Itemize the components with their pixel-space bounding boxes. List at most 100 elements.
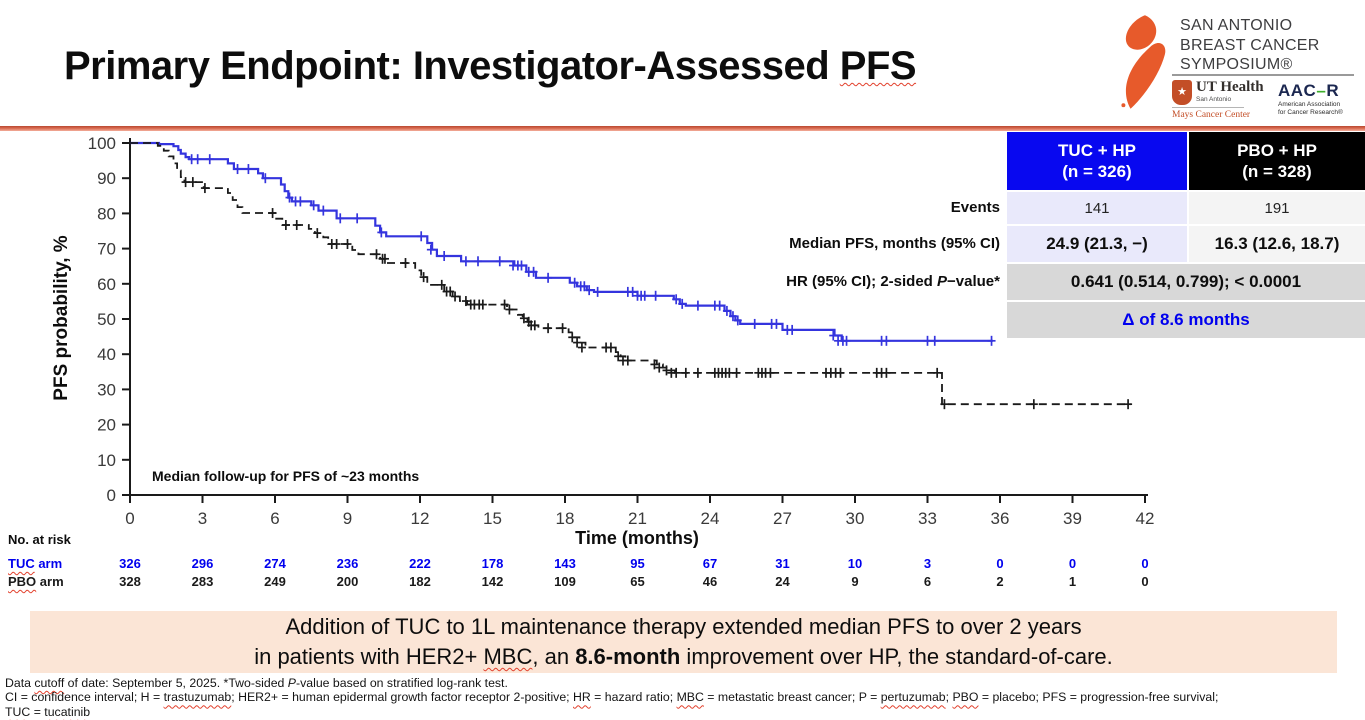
events-tuc-value: 141: [1007, 192, 1187, 224]
risk-value: 24: [775, 574, 790, 589]
ut-shield-icon: ★: [1172, 80, 1192, 105]
delta-months-value: Δ of 8.6 months: [1007, 302, 1365, 338]
median-followup-annotation: Median follow-up for PFS of ~23 months: [152, 468, 420, 484]
footnotes: Data cutoff of date: September 5, 2025. …: [5, 676, 1360, 719]
conclusion-line2: in patients with HER2+ MBC, an 8.6-month…: [254, 644, 1113, 669]
svg-text:24: 24: [701, 509, 720, 528]
svg-text:39: 39: [1063, 509, 1082, 528]
svg-text:36: 36: [991, 509, 1010, 528]
hr-row-label: HR (95% CI); 2-sided P−value*: [786, 273, 1000, 290]
svg-text:10: 10: [97, 451, 116, 470]
risk-value: 10: [847, 556, 863, 571]
events-pbo-value: 191: [1189, 192, 1365, 224]
risk-value: 3: [923, 556, 932, 571]
pbo-column-header: PBO + HP (n = 328): [1189, 132, 1365, 190]
symposium-line1: SAN ANTONIO: [1180, 17, 1293, 34]
hr-value: 0.641 (0.514, 0.799); < 0.0001: [1007, 264, 1365, 300]
risk-value: 249: [264, 574, 286, 589]
risk-arm-label: PBO arm: [8, 574, 64, 589]
svg-text:33: 33: [918, 509, 937, 528]
svg-text:90: 90: [97, 169, 116, 188]
risk-value: 31: [775, 556, 790, 571]
x-axis-title: Time (months): [575, 528, 699, 548]
logo-divider: [1172, 74, 1354, 76]
footnote-line2: CI = confidence interval; H = trastuzuma…: [5, 690, 1219, 705]
risk-value: 67: [702, 556, 718, 571]
risk-value: 0: [1141, 574, 1149, 589]
svg-text:60: 60: [97, 275, 116, 294]
median-tuc-value: 24.9 (21.3, −): [1007, 226, 1187, 262]
risk-table-title: No. at risk: [8, 532, 71, 547]
risk-value: 6: [923, 574, 932, 589]
svg-text:30: 30: [97, 380, 116, 399]
svg-text:6: 6: [270, 509, 279, 528]
symposium-line2: BREAST CANCER: [1180, 36, 1320, 54]
svg-text:18: 18: [556, 509, 575, 528]
svg-text:80: 80: [97, 204, 116, 223]
risk-value: 274: [264, 556, 286, 571]
risk-value: 95: [630, 556, 645, 571]
risk-value: 0: [1141, 556, 1149, 571]
ut-health-city: San Antonio: [1196, 96, 1232, 103]
conclusion-line1: Addition of TUC to 1L maintenance therap…: [285, 614, 1082, 639]
risk-value: 9: [851, 574, 859, 589]
svg-text:15: 15: [483, 509, 502, 528]
risk-value: 2: [996, 574, 1004, 589]
risk-value: 1: [1068, 574, 1077, 589]
risk-value: 143: [554, 556, 576, 571]
aacr-green-dash: –: [1316, 81, 1327, 100]
risk-value: 296: [191, 556, 214, 571]
symposium-name: SAN ANTONIO BREAST CANCER SYMPOSIUM®: [1180, 16, 1320, 75]
tuc-column-header: TUC + HP (n = 326): [1007, 132, 1187, 190]
svg-text:20: 20: [97, 416, 116, 435]
svg-text:40: 40: [97, 345, 116, 364]
footnote-line1: Data cutoff of date: September 5, 2025. …: [5, 676, 508, 690]
risk-value: 326: [119, 556, 141, 571]
ut-health-logo: ★ UT Health San Antonio Mays Cancer Cent…: [1172, 80, 1272, 120]
risk-row-tuc: TUC arm 326 296 274 236 222 178 143 95 67 31 10 3 0 0 0: [0, 556, 1365, 573]
svg-text:0: 0: [107, 486, 116, 505]
svg-text:12: 12: [411, 509, 430, 528]
ut-health-name: UT Health: [1196, 79, 1264, 95]
symposium-line3: SYMPOSIUM®: [1180, 56, 1293, 73]
median-row-label: Median PFS, months (95% CI): [789, 235, 1000, 252]
title-divider-bar: [0, 126, 1365, 131]
y-axis-title: PFS probability, %: [51, 235, 72, 401]
svg-text:9: 9: [343, 509, 352, 528]
sabcs-logo: SAN ANTONIO BREAST CANCER SYMPOSIUM® ★ U…: [1118, 8, 1365, 122]
risk-value: 328: [119, 574, 141, 589]
svg-text:100: 100: [88, 134, 116, 153]
svg-text:0: 0: [125, 509, 134, 528]
risk-value: 236: [336, 556, 359, 571]
risk-value: 222: [409, 556, 431, 571]
mays-cancer-center: Mays Cancer Center: [1172, 110, 1251, 120]
svg-text:70: 70: [97, 240, 116, 259]
risk-row-pbo: PBO arm 328 283 249 200 182 142 109 65 46 24 9 6 2 1 0: [0, 574, 1365, 591]
risk-value: 46: [702, 574, 718, 589]
risk-value: 0: [996, 556, 1004, 571]
risk-value: 142: [481, 574, 504, 589]
risk-value: 182: [409, 574, 431, 589]
median-pbo-value: 16.3 (12.6, 18.7): [1189, 226, 1365, 262]
svg-text:42: 42: [1136, 509, 1155, 528]
aacr-logo: AAC–R American Association for Cancer Re…: [1278, 81, 1343, 116]
risk-value: 283: [191, 574, 214, 589]
conclusion-callout: Addition of TUC to 1L maintenance therap…: [30, 611, 1337, 673]
risk-value: 178: [481, 556, 504, 571]
risk-value: 0: [1068, 556, 1077, 571]
risk-arm-label: TUC arm: [8, 556, 63, 571]
risk-value: 200: [336, 574, 359, 589]
svg-text:21: 21: [628, 509, 647, 528]
svg-text:3: 3: [198, 509, 207, 528]
risk-value: 109: [554, 574, 576, 589]
risk-value: 65: [630, 574, 645, 589]
page-title: Primary Endpoint: Investigator-Assessed …: [64, 44, 917, 88]
svg-text:30: 30: [846, 509, 865, 528]
svg-text:50: 50: [97, 310, 116, 329]
ribbon-icon: [1121, 15, 1166, 109]
svg-text:27: 27: [773, 509, 792, 528]
footnote-line3: TUC = tucatinib: [5, 704, 91, 719]
stats-table: TUC + HP (n = 326) PBO + HP (n = 328) 14…: [1007, 132, 1365, 338]
